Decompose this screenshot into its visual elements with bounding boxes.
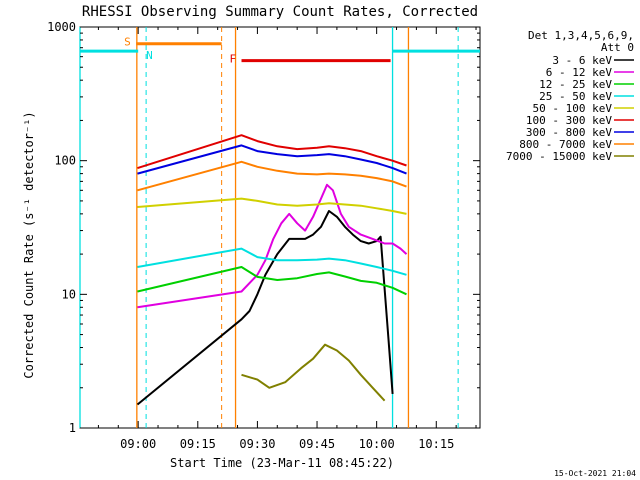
series-line-100-300-kev: [137, 134, 407, 170]
y-tick-label-1: 1: [69, 421, 76, 435]
legend-label-100-300-kev: 100 - 300 keV: [526, 114, 612, 127]
y-tick-label-10: 10: [62, 287, 76, 301]
x-tick-label-10-15: 10:15: [418, 437, 454, 451]
y-tick-label-100: 100: [54, 154, 76, 168]
legend-header-attenuator: Att 0: [601, 41, 634, 54]
legend-label-800-7000-kev: 800 - 7000 keV: [519, 138, 612, 151]
series-line-6-12-kev: [137, 183, 408, 309]
series-line-12-25-kev: [137, 266, 407, 296]
footer-timestamp: 15-Oct-2021 21:04: [554, 469, 636, 478]
x-tick-label-10-00: 10:00: [359, 437, 395, 451]
legend-label-300-800-kev: 300 - 800 keV: [526, 126, 612, 139]
series-line-7000-15000-kev: [241, 343, 386, 402]
flag-label-n: N: [146, 49, 153, 62]
legend-label-12-25-kev: 12 - 25 keV: [539, 78, 612, 91]
legend-label-50-100-kev: 50 - 100 keV: [533, 102, 613, 115]
legend-header-detectors: Det 1,3,4,5,6,9,: [528, 29, 634, 42]
legend-label-3-6-kev: 3 - 6 keV: [552, 54, 612, 67]
series-line-3-6-kev: [136, 210, 394, 406]
flag-label-f: F: [230, 53, 237, 66]
y-tick-label-1000: 1000: [47, 20, 76, 34]
x-tick-label-09-15: 09:15: [180, 437, 216, 451]
legend-label-6-12-kev: 6 - 12 keV: [546, 66, 613, 79]
series-line-800-7000-kev: [137, 160, 407, 192]
axes-layer: 1 10 100 1000 09:00 09:15 09:30 09:45 10:00 10:15: [47, 20, 480, 451]
series-layer: [136, 134, 408, 406]
series-line-50-100-kev: [137, 197, 407, 215]
x-tick-label-09-45: 09:45: [299, 437, 335, 451]
flag-label-s: S: [124, 36, 131, 49]
legend-label-25-50-kev: 25 - 50 keV: [539, 90, 612, 103]
y-axis-label: Corrected Count Rate (s⁻¹ detector⁻¹): [22, 111, 36, 378]
x-tick-label-09-00: 09:00: [120, 437, 156, 451]
legend-label-7000-15000-kev: 7000 - 15000 keV: [506, 150, 612, 163]
x-axis-label: Start Time (23-Mar-11 08:45:22): [170, 456, 394, 470]
series-line-25-50-kev: [137, 247, 407, 276]
x-tick-label-09-30: 09:30: [239, 437, 275, 451]
series-line-300-800-kev: [137, 144, 407, 175]
overlay-layer: S N F: [79, 27, 480, 428]
chart-title: RHESSI Observing Summary Count Rates, Co…: [82, 4, 478, 20]
